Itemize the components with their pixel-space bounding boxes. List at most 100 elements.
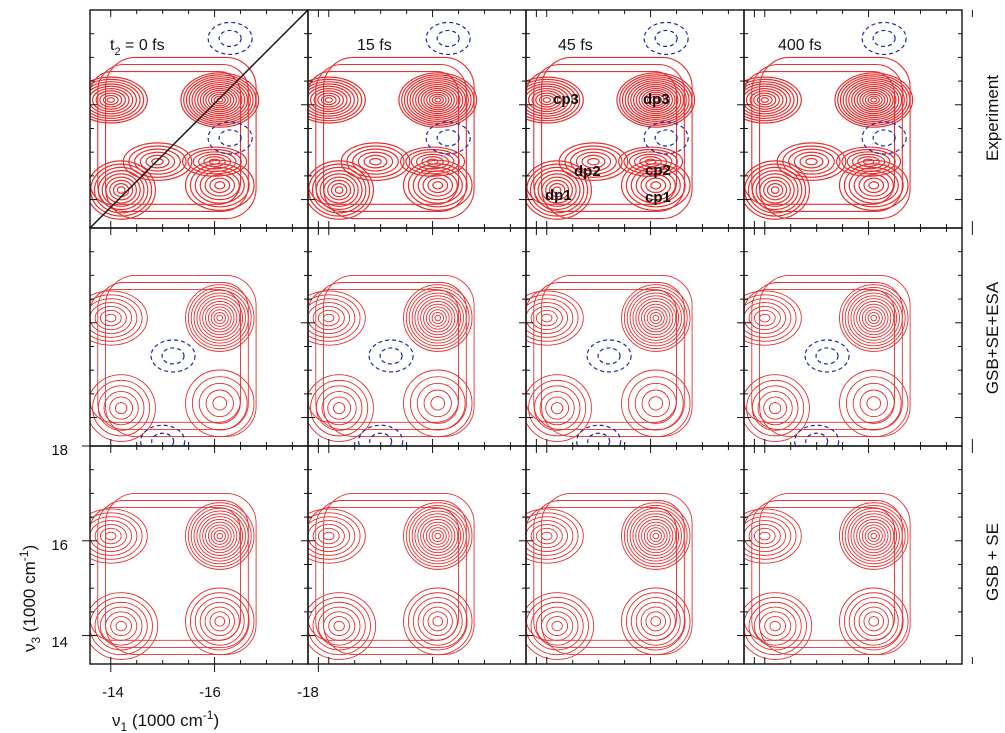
contour-peak-1-level-10 (90, 76, 148, 124)
contour-peak-3-level-4 (352, 148, 399, 175)
contour-peak-0-level-2 (649, 312, 662, 325)
contour-envelope-0 (105, 492, 257, 655)
contour-peak-2-level-5 (92, 379, 151, 437)
contour-peak-3-level-6 (407, 592, 468, 651)
contour-peak-1-level-3 (94, 305, 127, 331)
contour-peak-1-level-4 (526, 302, 569, 334)
negative-contour-0-1 (597, 347, 621, 365)
contour-peak-3-level-5 (839, 369, 909, 438)
contour-peak-0-level-5 (423, 521, 453, 551)
panel-r2-c0 (89, 445, 319, 665)
contour-peak-2-level-4 (759, 176, 791, 204)
contour-peak-0-level-3 (210, 527, 229, 545)
contour-peak-0-level-7 (853, 298, 895, 338)
contour-peak-2-level-5 (755, 173, 795, 207)
contour-peak-3-level-4 (570, 148, 617, 175)
contour-peak-1-level-1 (542, 97, 552, 103)
contour-peak-1-level-1 (324, 97, 334, 103)
contour-peak-2-level-2 (764, 616, 787, 637)
contour-peak-5-level-2 (203, 156, 226, 168)
contour-peak-0-level-1 (216, 532, 224, 540)
panel-r1-c3 (743, 227, 973, 447)
negative-contour-0-1 (815, 347, 839, 365)
diagonal-line (90, 10, 308, 228)
contour-peak-3-level-3 (422, 606, 453, 637)
contour-peak-0-level-7 (853, 85, 894, 115)
contour-peak-5-level-5 (623, 148, 678, 175)
contour-peak-0-level-11 (624, 78, 687, 122)
contour-peak-0-level-5 (641, 89, 671, 111)
contour-peak-2-level-2 (112, 182, 130, 198)
contour-peak-2-level-6 (308, 597, 371, 656)
contour-peak-2-level-7 (529, 166, 585, 214)
contour-envelope-1 (97, 282, 249, 430)
negative-contour-1-1 (587, 432, 611, 446)
contour-peak-0-level-5 (859, 303, 889, 333)
contour-peak-1-level-3 (312, 523, 345, 549)
contour-peak-1-level-10 (308, 76, 366, 124)
contour-peak-2-level-4 (317, 606, 361, 646)
contour-peak-1-level-6 (308, 85, 352, 115)
contour-peak-2-level-3 (757, 390, 793, 426)
negative-contour-0-2 (368, 339, 414, 373)
contour-peak-3-level-1 (866, 396, 882, 411)
contour-peak-0-level-3 (428, 309, 447, 327)
negative-contour-0-1 (654, 29, 678, 48)
x-axis-label: ν1 (1000 cm-1) (112, 708, 219, 733)
contour-peak-1-level-1 (541, 313, 553, 323)
contour-peak-2-level-1 (769, 620, 781, 632)
negative-contour-0-2 (207, 21, 253, 56)
contour-peak-0-level-12 (403, 76, 472, 124)
contour-peak-3-level-3 (793, 151, 830, 172)
contour-peak-1-level-6 (744, 85, 788, 115)
peak-label-dp3: dp3 (643, 91, 670, 108)
contour-peak-4-level-1 (868, 181, 880, 190)
contour-peak-2-level-5 (530, 601, 584, 651)
contour-peak-0-level-11 (187, 287, 252, 350)
contour-peak-2-level-2 (330, 182, 348, 198)
contour-envelope-1 (97, 63, 249, 212)
contour-peak-1-level-7 (526, 290, 584, 346)
contour-peak-2-level-3 (327, 179, 352, 201)
contour-envelope-0 (323, 274, 475, 437)
contour-peak-1-level-1 (106, 97, 116, 103)
contour-peak-0-level-12 (621, 284, 691, 352)
contour-peak-3-level-6 (340, 142, 411, 182)
contour-peak-0-level-6 (202, 300, 238, 336)
contour-peak-3-level-2 (363, 154, 388, 169)
contour-envelope-0 (105, 56, 257, 220)
contour-peak-0-level-3 (864, 527, 883, 545)
contour-peak-3-level-5 (564, 145, 623, 178)
contour-peak-2-level-4 (323, 176, 355, 204)
negative-contour-0-2 (643, 21, 689, 56)
contour-peak-4-level-6 (407, 163, 468, 208)
contour-peak-3-level-7 (185, 587, 255, 656)
contour-peak-4-level-5 (412, 166, 463, 204)
contour-envelope-0 (323, 492, 475, 655)
contour-peak-0-level-8 (632, 83, 679, 117)
contour-peak-0-level-9 (193, 292, 246, 344)
contour-peak-0-level-2 (867, 530, 880, 543)
y-axis-label: ν3 (1000 cm-1) (17, 545, 43, 652)
peak-label-dp2: dp2 (574, 163, 601, 180)
contour-peak-0-level-6 (856, 518, 892, 554)
contour-peak-3-level-5 (621, 369, 691, 438)
contour-peak-0-level-8 (414, 295, 462, 341)
contour-envelope-2 (90, 71, 242, 205)
contour-peak-0-level-12 (839, 284, 909, 352)
contour-peak-0-level-5 (641, 303, 671, 333)
contour-peak-0-level-11 (623, 505, 688, 568)
contour-peak-0-level-5 (423, 303, 453, 333)
contour-peak-0-level-2 (649, 530, 662, 543)
contour-envelope-2 (526, 289, 677, 423)
contour-peak-0-level-7 (199, 298, 241, 338)
contour-peak-3-level-4 (134, 148, 181, 175)
contour-peak-1-level-4 (308, 520, 351, 552)
contour-peak-0-level-9 (412, 82, 464, 119)
contour-peak-0-level-1 (434, 532, 442, 540)
contour-peak-5-level-4 (846, 151, 891, 172)
time-label-400fs: 400 fs (778, 37, 822, 54)
contour-peak-0-level-9 (630, 82, 682, 119)
contour-peak-3-level-7 (403, 587, 473, 656)
contour-peak-3-level-1 (805, 157, 818, 166)
